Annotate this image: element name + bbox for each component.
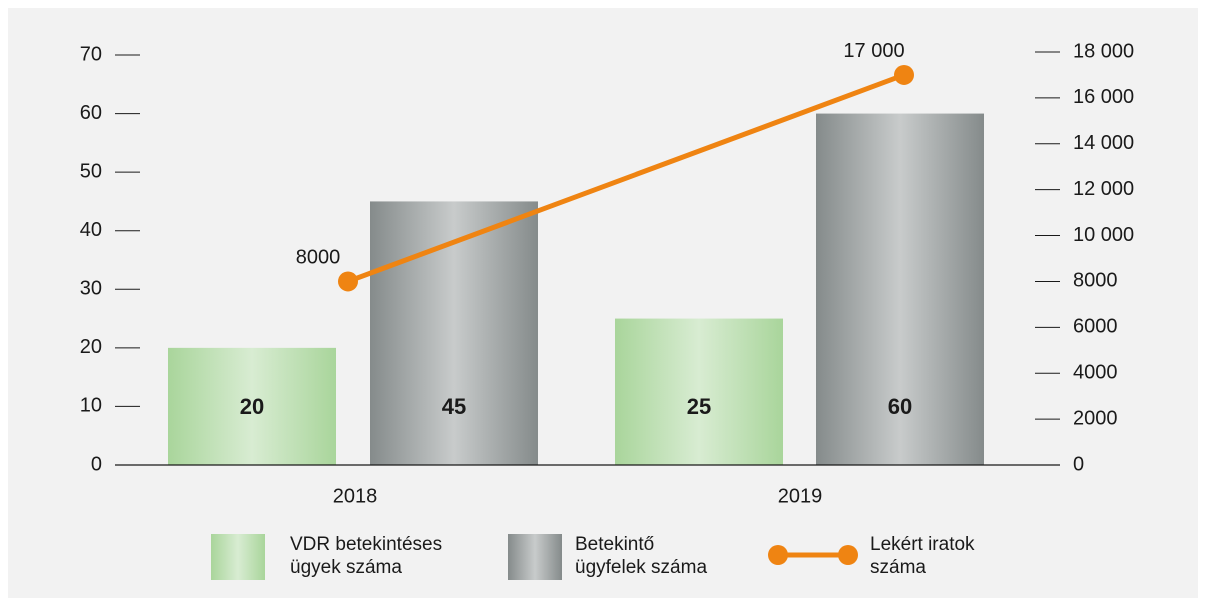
bar-value-label: 20: [240, 394, 264, 419]
line-point: [338, 271, 358, 292]
y2-tick-label: 0: [1073, 453, 1084, 475]
y-tick-label: 40: [80, 219, 102, 241]
bar-value-label: 60: [888, 394, 912, 419]
bar-value-label: 25: [687, 394, 711, 419]
y2-tick-label: 14 000: [1073, 132, 1134, 154]
y-tick-label: 0: [91, 453, 102, 475]
legend-label: Betekintő ügyfelek száma: [575, 534, 708, 578]
y-tick-label: 30: [80, 278, 102, 300]
line-point: [894, 64, 914, 85]
x-tick-label: 2018: [333, 485, 378, 507]
bar: [168, 347, 336, 465]
bar: [816, 113, 984, 466]
y-tick-label: 10: [80, 395, 102, 417]
legend-swatch: [838, 545, 858, 565]
y2-tick-label: 16 000: [1073, 86, 1134, 108]
y2-tick-label: 2000: [1073, 407, 1118, 429]
x-tick-label: 2019: [778, 485, 823, 507]
legend-swatch: [211, 534, 265, 580]
bar: [370, 201, 538, 465]
y2-tick-label: 8000: [1073, 270, 1118, 292]
y2-tick-label: 12 000: [1073, 178, 1134, 200]
y2-tick-label: 10 000: [1073, 224, 1134, 246]
bar: [615, 318, 783, 465]
legend-swatch: [768, 545, 788, 565]
y-tick-label: 20: [80, 336, 102, 358]
line-value-label: 17 000: [843, 40, 904, 62]
y2-tick-label: 6000: [1073, 316, 1118, 338]
bar-value-label: 45: [442, 394, 466, 419]
y-tick-label: 50: [80, 160, 102, 182]
background: [8, 8, 1198, 598]
legend-label: Lekért iratok száma: [870, 534, 975, 578]
y2-tick-label: 18 000: [1073, 40, 1134, 62]
legend-swatch: [508, 534, 562, 580]
legend-label: VDR betekintéses ügyek száma: [290, 534, 443, 578]
y-tick-label: 60: [80, 102, 102, 124]
line: [347, 72, 905, 284]
y2-tick-label: 4000: [1073, 362, 1118, 384]
y-tick-label: 70: [80, 43, 102, 65]
line-value-label: 8000: [296, 247, 341, 269]
